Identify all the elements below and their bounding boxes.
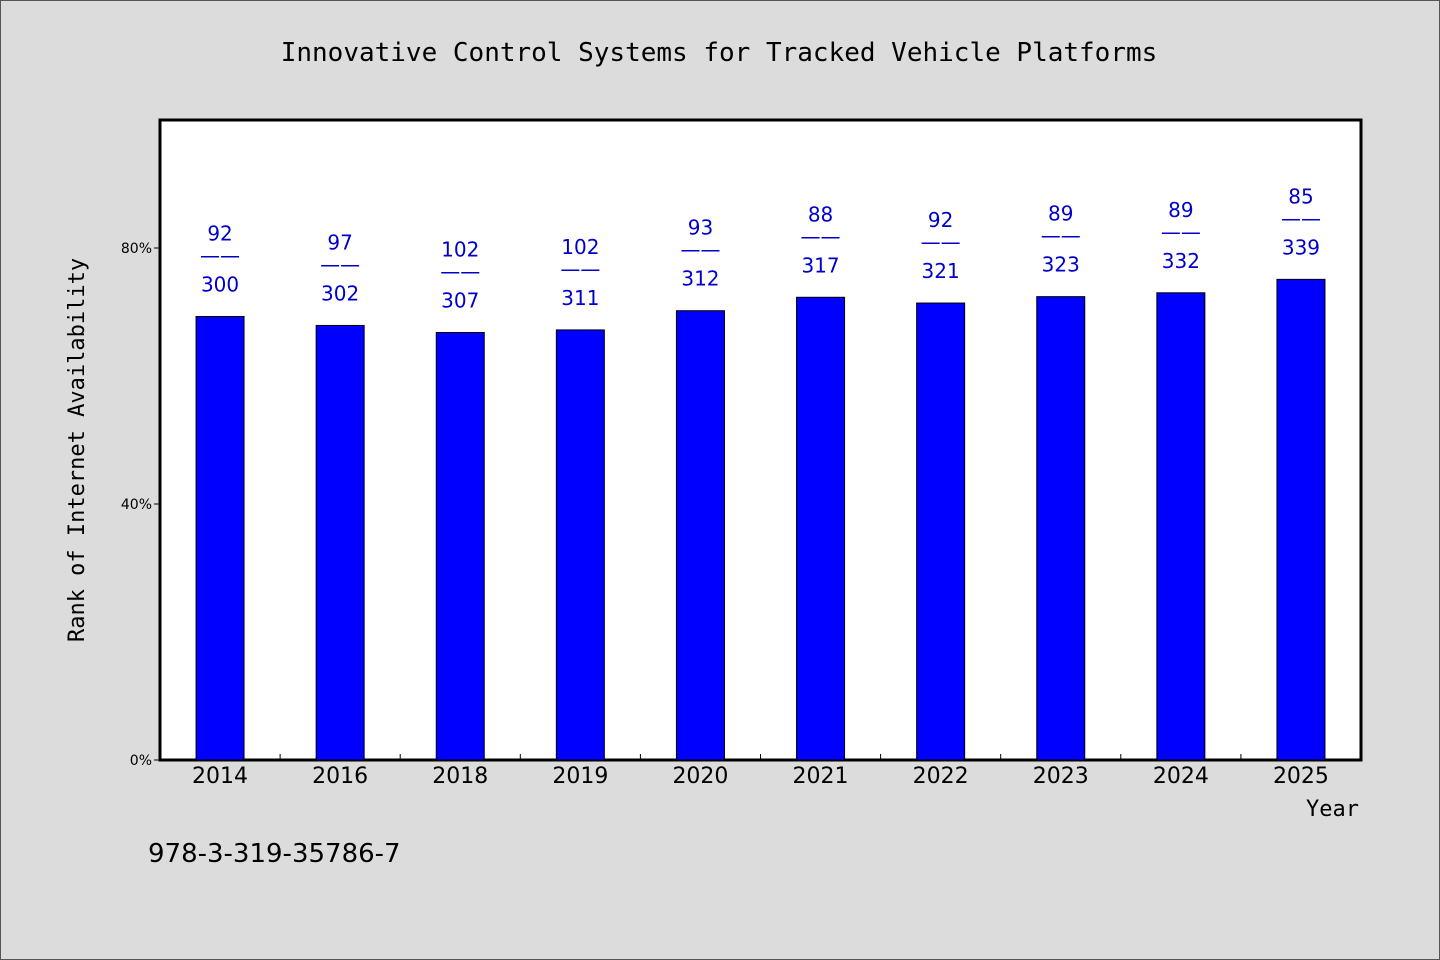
bar-2022 bbox=[916, 302, 966, 761]
total-label: 332 bbox=[1162, 249, 1200, 273]
x-tick-label: 2018 bbox=[432, 764, 488, 789]
rank-label: 97 bbox=[327, 230, 352, 254]
y-axis-label: Rank of Internet Availability bbox=[65, 258, 90, 642]
label-separator: —— bbox=[200, 243, 240, 267]
total-label: 323 bbox=[1042, 253, 1080, 277]
x-axis-label: Year bbox=[1306, 797, 1359, 822]
label-separator: —— bbox=[921, 230, 961, 254]
bar-2014 bbox=[195, 315, 245, 761]
rank-label: 92 bbox=[928, 208, 953, 232]
chart-title: Innovative Control Systems for Tracked V… bbox=[281, 38, 1158, 68]
label-separator: —— bbox=[1161, 220, 1201, 244]
isbn-text: 978-3-319-35786-7 bbox=[148, 839, 401, 869]
label-separator: —— bbox=[1041, 224, 1081, 248]
x-tick-label: 2014 bbox=[192, 764, 248, 789]
x-tick-label: 2016 bbox=[312, 764, 368, 789]
total-label: 307 bbox=[441, 288, 479, 312]
total-label: 311 bbox=[561, 286, 599, 310]
x-tick-label: 2020 bbox=[672, 764, 728, 789]
y-axis: 0% 40% 80% bbox=[121, 241, 160, 769]
rank-label: 89 bbox=[1168, 198, 1193, 222]
bar-2025 bbox=[1276, 278, 1326, 761]
x-tick-label: 2023 bbox=[1033, 764, 1089, 789]
rank-label: 102 bbox=[561, 235, 599, 259]
bar-2023 bbox=[1036, 296, 1086, 761]
rank-label: 89 bbox=[1048, 202, 1073, 226]
data-labels: 92——30097——302102——307102——31193——31288—… bbox=[200, 184, 1321, 312]
bars bbox=[195, 278, 1326, 761]
x-tick-label: 2021 bbox=[793, 764, 849, 789]
label-separator: —— bbox=[1281, 206, 1321, 230]
total-label: 302 bbox=[321, 281, 359, 305]
rank-label: 88 bbox=[808, 202, 833, 226]
rank-label: 85 bbox=[1288, 184, 1313, 208]
x-tick-label: 2025 bbox=[1273, 764, 1329, 789]
total-label: 339 bbox=[1282, 235, 1320, 259]
label-separator: —— bbox=[320, 252, 360, 276]
bar-2020 bbox=[675, 310, 725, 761]
rank-label: 93 bbox=[688, 216, 713, 240]
y-tick-label: 0% bbox=[130, 753, 152, 769]
x-tick-label: 2019 bbox=[552, 764, 608, 789]
total-label: 300 bbox=[201, 272, 239, 296]
bar-2024 bbox=[1156, 292, 1206, 761]
total-label: 317 bbox=[801, 253, 839, 277]
bar-2021 bbox=[796, 296, 846, 761]
label-separator: —— bbox=[801, 224, 841, 248]
bar-2016 bbox=[315, 324, 365, 761]
x-tick-label: 2022 bbox=[913, 764, 969, 789]
label-separator: —— bbox=[680, 238, 720, 262]
total-label: 321 bbox=[922, 259, 960, 283]
y-tick-label: 40% bbox=[121, 497, 152, 513]
rank-label: 102 bbox=[441, 237, 479, 261]
y-tick-label: 80% bbox=[121, 241, 152, 257]
bar-2018 bbox=[435, 331, 485, 761]
label-separator: —— bbox=[440, 259, 480, 283]
x-axis: 2014 2016 2018 2019 2020 2021 2022 2023 2024 2025 bbox=[192, 754, 1329, 789]
total-label: 312 bbox=[681, 267, 719, 291]
label-separator: —— bbox=[560, 257, 600, 281]
x-tick-label: 2024 bbox=[1153, 764, 1209, 789]
rank-label: 92 bbox=[207, 221, 232, 245]
bar-2019 bbox=[555, 329, 605, 761]
